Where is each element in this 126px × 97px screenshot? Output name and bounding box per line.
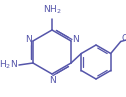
Text: N: N	[25, 36, 32, 45]
Text: H$_2$N: H$_2$N	[0, 59, 18, 71]
Text: NH$_2$: NH$_2$	[43, 3, 61, 16]
Text: O: O	[122, 34, 126, 43]
Text: N: N	[72, 36, 79, 45]
Text: N: N	[49, 76, 55, 85]
